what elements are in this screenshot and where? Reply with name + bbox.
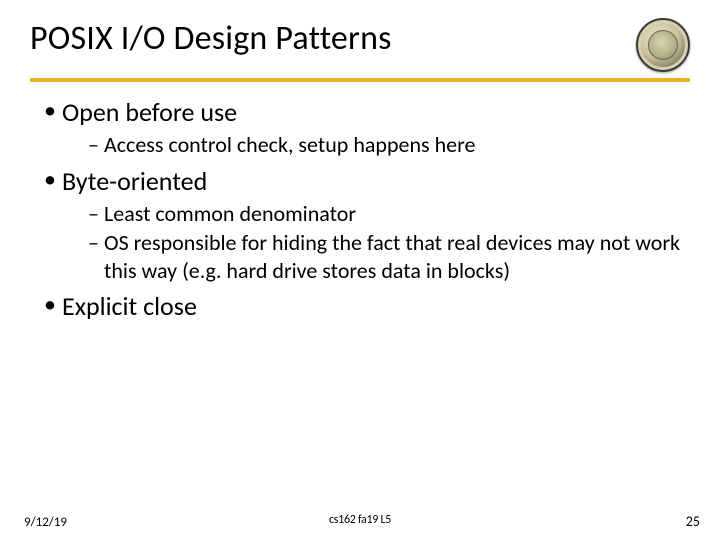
bullet-text: Open before use bbox=[62, 96, 686, 129]
bullet-text: Explicit close bbox=[62, 290, 686, 323]
sub-list: – Access control check, setup happens he… bbox=[44, 131, 686, 159]
slide-content: • Open before use – Access control check… bbox=[30, 82, 690, 324]
slide: POSIX I/O Design Patterns • Open before … bbox=[0, 0, 720, 540]
bullet-marker: • bbox=[44, 290, 62, 321]
dash-marker: – bbox=[88, 200, 104, 228]
sub-item: – Least common denominator bbox=[88, 200, 686, 228]
bullet-item: • Explicit close bbox=[44, 290, 686, 323]
sub-item: – OS responsible for hiding the fact tha… bbox=[88, 229, 686, 284]
footer-page-number: 25 bbox=[686, 513, 700, 530]
seal-icon bbox=[636, 18, 690, 72]
bullet-item: • Byte-oriented – Least common denominat… bbox=[44, 165, 686, 284]
sub-text: OS responsible for hiding the fact that … bbox=[104, 229, 686, 284]
title-row: POSIX I/O Design Patterns bbox=[30, 18, 690, 72]
sub-item: – Access control check, setup happens he… bbox=[88, 131, 686, 159]
bullet-marker: • bbox=[44, 165, 62, 196]
sub-list: – Least common denominator – OS responsi… bbox=[44, 200, 686, 284]
sub-text: Least common denominator bbox=[104, 200, 686, 228]
bullet-marker: • bbox=[44, 96, 62, 127]
slide-title: POSIX I/O Design Patterns bbox=[30, 18, 392, 59]
bullet-text: Byte-oriented bbox=[62, 165, 686, 198]
bullet-list: • Open before use – Access control check… bbox=[34, 96, 686, 324]
footer-course: cs162 fa19 L5 bbox=[329, 513, 391, 527]
bullet-item: • Open before use – Access control check… bbox=[44, 96, 686, 159]
footer-date: 9/12/19 bbox=[24, 515, 67, 530]
dash-marker: – bbox=[88, 229, 104, 257]
slide-footer: 9/12/19 cs162 fa19 L5 25 bbox=[0, 513, 720, 530]
sub-text: Access control check, setup happens here bbox=[104, 131, 686, 159]
dash-marker: – bbox=[88, 131, 104, 159]
